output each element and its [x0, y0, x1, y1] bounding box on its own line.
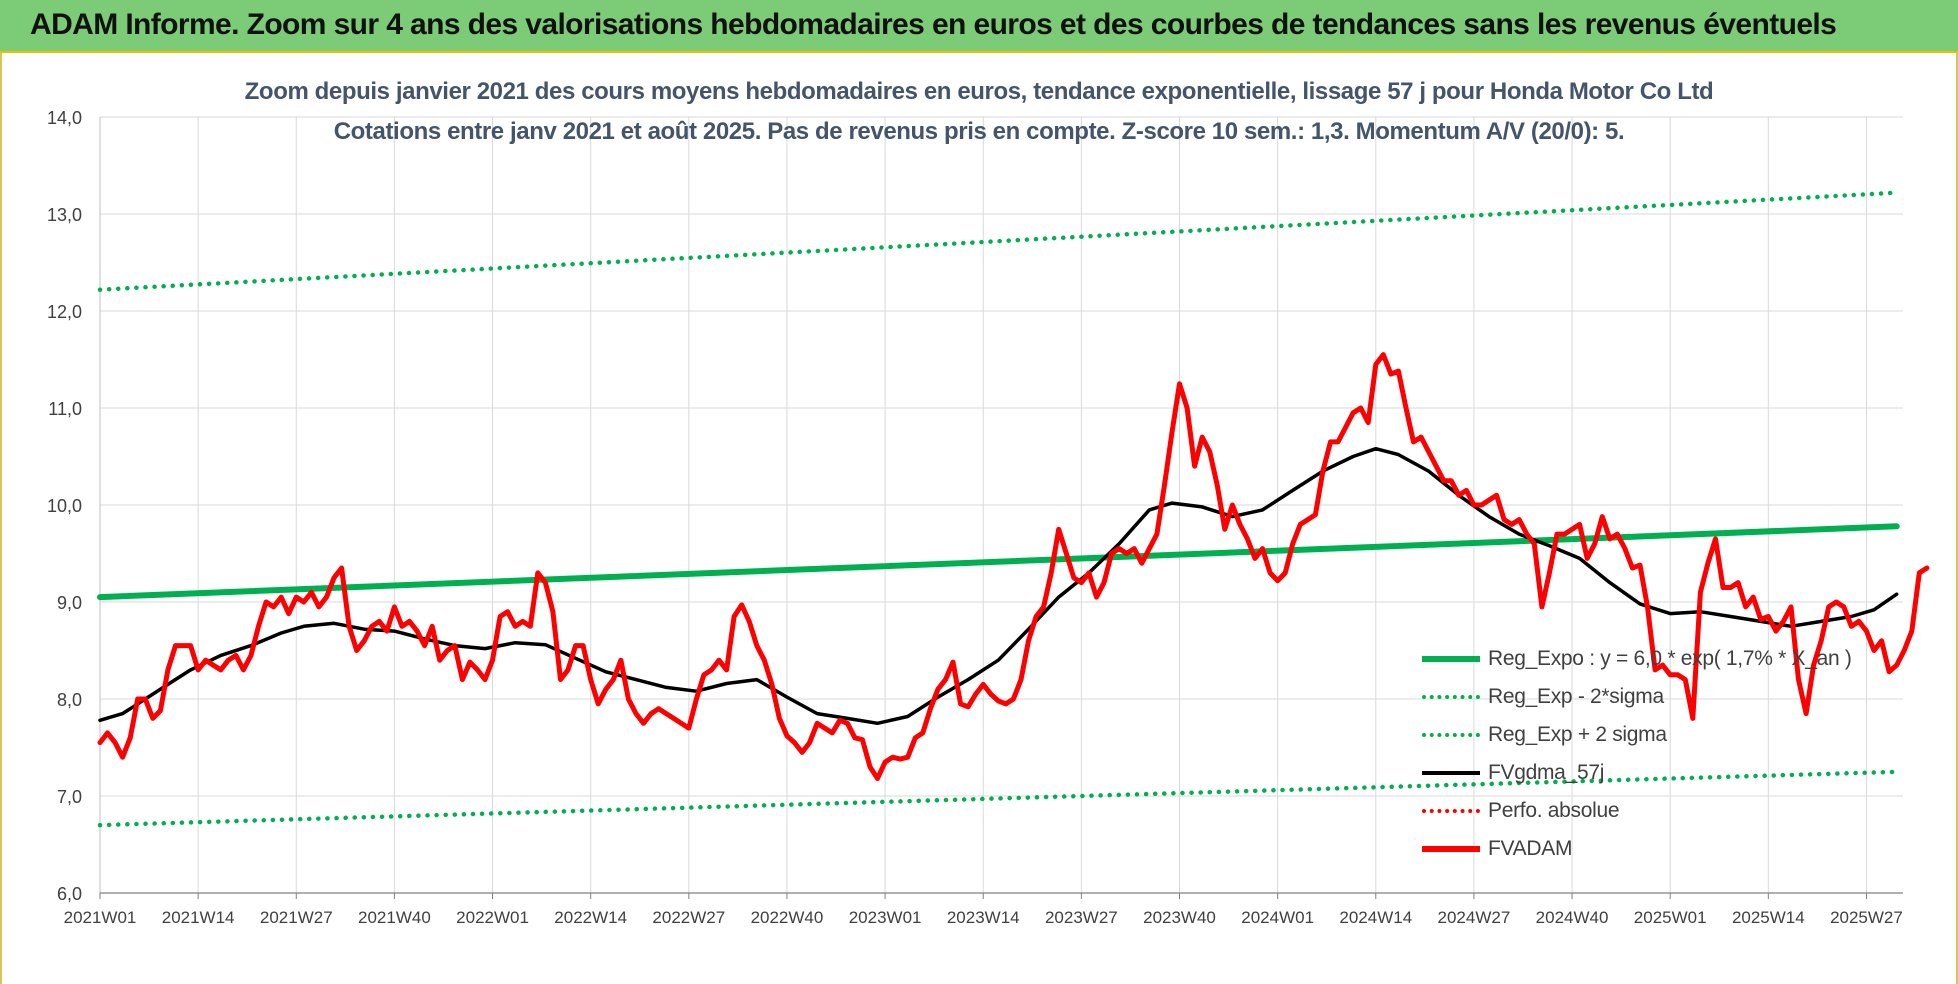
y-tick-label: 12,0 — [47, 302, 82, 322]
chart-title: Zoom depuis janvier 2021 des cours moyen… — [244, 78, 1714, 105]
x-tick-label: 2021W14 — [162, 908, 235, 927]
legend-swatch — [1422, 733, 1480, 737]
legend-swatch — [1422, 771, 1480, 775]
y-tick-label: 7,0 — [57, 787, 82, 807]
y-tick-label: 13,0 — [47, 205, 82, 225]
legend-item: Reg_Exp - 2*sigma — [1422, 678, 1912, 716]
legend-item: FVADAM — [1422, 830, 1912, 868]
legend-label: Perfo. absolue — [1488, 799, 1620, 822]
y-tick-label: 10,0 — [47, 496, 82, 516]
x-tick-label: 2021W27 — [260, 908, 333, 927]
x-tick-label: 2024W40 — [1536, 908, 1609, 927]
chart-subtitle: Cotations entre janv 2021 et août 2025. … — [333, 118, 1625, 145]
legend-swatch — [1422, 695, 1480, 699]
series — [97, 190, 1930, 828]
legend-item: Reg_Expo : y = 6,0 * exp( 1,7% * X_an ) — [1422, 640, 1912, 678]
x-tick-label: 2025W14 — [1732, 908, 1805, 927]
x-tick-label: 2025W01 — [1634, 908, 1707, 927]
chart-frame — [0, 53, 1958, 984]
x-tick-label: 2024W14 — [1339, 908, 1412, 927]
x-tick-label: 2022W14 — [554, 908, 627, 927]
x-tick-label: 2023W01 — [849, 908, 922, 927]
x-tick-label: 2021W40 — [358, 908, 431, 927]
y-tick-label: 9,0 — [57, 593, 82, 613]
legend-item: Reg_Exp + 2 sigma — [1422, 716, 1912, 754]
legend-swatch — [1422, 656, 1480, 662]
legend-item: Perfo. absolue — [1422, 792, 1912, 830]
legend-swatch — [1422, 809, 1480, 813]
x-tick-label: 2023W27 — [1045, 908, 1118, 927]
report-header: ADAM Informe. Zoom sur 4 ans des valoris… — [0, 0, 1958, 53]
x-tick-label: 2023W40 — [1143, 908, 1216, 927]
reg-exp-minus-2sigma-line — [97, 769, 1899, 828]
x-tick-label: 2024W01 — [1241, 908, 1314, 927]
x-tick-label: 2022W40 — [751, 908, 824, 927]
legend-label: FVADAM — [1488, 837, 1573, 860]
legend-label: FVgdma_57j — [1488, 761, 1605, 784]
legend-label: Reg_Expo : y = 6,0 * exp( 1,7% * X_an ) — [1488, 647, 1852, 670]
x-tick-label: 2025W27 — [1830, 908, 1903, 927]
legend-label: Reg_Exp + 2 sigma — [1488, 723, 1667, 746]
y-tick-label: 14,0 — [47, 108, 82, 128]
legend-label: Reg_Exp - 2*sigma — [1488, 685, 1664, 708]
x-tick-label: 2023W14 — [947, 908, 1020, 927]
y-tick-label: 6,0 — [57, 884, 82, 904]
grid — [99, 116, 1903, 894]
y-tick-label: 8,0 — [57, 690, 82, 710]
fvgdma-57j-line — [98, 446, 1899, 726]
legend-swatch — [1422, 846, 1480, 852]
y-tick-label: 11,0 — [48, 399, 82, 419]
report-title: ADAM Informe. Zoom sur 4 ans des valoris… — [30, 8, 1837, 41]
x-tick-label: 2022W01 — [456, 908, 529, 927]
chart-legend: Reg_Expo : y = 6,0 * exp( 1,7% * X_an ) R… — [1422, 640, 1912, 868]
axes: 6,0 7,0 8,0 9,0 10,0 11,0 12,0 13,0 14,0 2021W01 2… — [47, 108, 1903, 927]
reg-expo-line — [97, 523, 1900, 601]
line-chart: 6,0 7,0 8,0 9,0 10,0 11,0 12,0 13,0 14,0 2021W01 2… — [47, 108, 1930, 927]
reg-exp-plus-2sigma-line — [97, 190, 1899, 292]
fvadam-line — [97, 352, 1930, 781]
x-tick-label: 2022W27 — [652, 908, 725, 927]
x-tick-label: 2024W27 — [1438, 908, 1511, 927]
legend-item: FVgdma_57j — [1422, 754, 1912, 792]
x-tick-label: 2021W01 — [64, 908, 137, 927]
